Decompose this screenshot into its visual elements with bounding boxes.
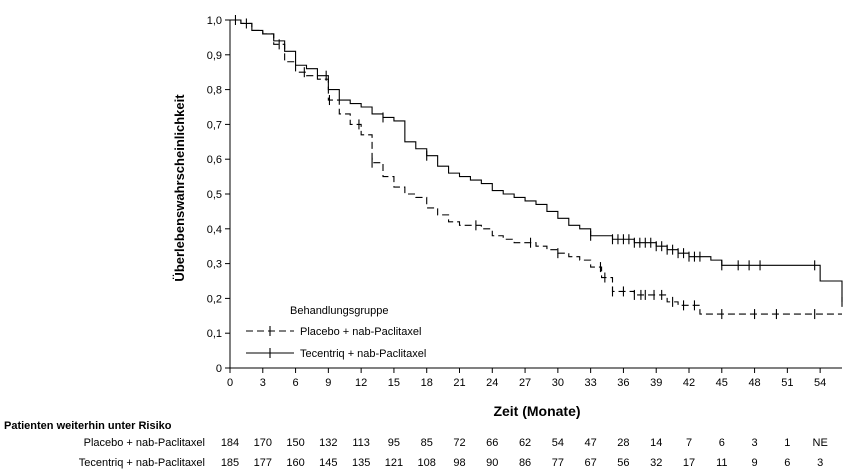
risk-value: 177 (254, 457, 272, 469)
risk-value: 135 (352, 457, 370, 469)
x-tick-label: 51 (781, 377, 793, 389)
axes: 00,10,20,30,40,50,60,70,80,91,00 3 6 9 12 15 1… (207, 15, 842, 389)
x-tick-label: 15 (388, 377, 400, 389)
x-tick-label: 42 (683, 377, 695, 389)
x-tick-label: 48 (748, 377, 760, 389)
risk-value: 77 (552, 457, 564, 469)
y-tick-label: 0,1 (207, 328, 222, 340)
risk-value: 86 (519, 457, 531, 469)
risk-table-header: Patienten weiterhin unter Risiko (4, 420, 172, 432)
x-tick-label: 0 (227, 377, 233, 389)
risk-value: 54 (552, 437, 564, 449)
x-tick-label: 54 (814, 377, 826, 389)
y-tick-label: 0,8 (207, 85, 222, 97)
risk-value: 150 (286, 437, 304, 449)
risk-value: 3 (752, 437, 758, 449)
x-tick-label: 9 (325, 377, 331, 389)
risk-value: 72 (453, 437, 465, 449)
y-tick-label: 0,7 (207, 119, 222, 131)
x-tick-label: 12 (355, 377, 367, 389)
x-axis-label: Zeit (Monate) (493, 403, 580, 419)
risk-value: 67 (585, 457, 597, 469)
y-tick-label: 0,3 (207, 259, 222, 271)
risk-row-label-placebo: Placebo + nab-Paclitaxel (84, 437, 205, 449)
y-tick-label: 0,5 (207, 189, 222, 201)
x-tick-label: 24 (486, 377, 498, 389)
risk-value: 66 (486, 437, 498, 449)
risk-value: 1 (784, 437, 790, 449)
series-line-0 (230, 19, 842, 315)
risk-value: 3 (817, 457, 823, 469)
x-tick-label: 18 (421, 377, 433, 389)
legend-label-placebo: Placebo + nab-Paclitaxel (300, 326, 421, 338)
y-tick-label: 0,4 (207, 224, 222, 236)
risk-table: Patienten weiterhin unter Risiko Placebo… (4, 420, 828, 469)
risk-value: 7 (686, 437, 692, 449)
risk-value: 6 (784, 457, 790, 469)
risk-value: 14 (650, 437, 662, 449)
risk-value: 160 (286, 457, 304, 469)
y-tick-label: 0,9 (207, 50, 222, 62)
risk-value: 62 (519, 437, 531, 449)
x-tick-label: 39 (650, 377, 662, 389)
risk-value: 47 (585, 437, 597, 449)
x-tick-label: 33 (585, 377, 597, 389)
risk-value: 11 (716, 457, 727, 469)
y-tick-label: 1,0 (207, 15, 222, 27)
risk-row-label-tecentriq: Tecentriq + nab-Paclitaxel (79, 457, 205, 469)
y-tick-label: 0 (216, 363, 222, 375)
legend: Behandlungsgruppe Placebo + nab-Paclitax… (246, 305, 426, 360)
x-tick-label: 30 (552, 377, 564, 389)
risk-value: 184 (221, 437, 239, 449)
x-tick-label: 6 (293, 377, 299, 389)
y-tick-label: 0,2 (207, 293, 222, 305)
risk-value: 28 (617, 437, 629, 449)
risk-value: 95 (388, 437, 400, 449)
risk-value: 132 (319, 437, 337, 449)
risk-value: 90 (486, 457, 498, 469)
x-tick-label: 21 (453, 377, 465, 389)
y-axis-label: Überlebenswahrscheinlichkeit (172, 94, 187, 282)
x-tick-label: 36 (617, 377, 629, 389)
legend-title: Behandlungsgruppe (290, 305, 388, 317)
risk-value: 113 (352, 437, 370, 449)
risk-value: 108 (418, 457, 436, 469)
risk-value: 56 (617, 457, 629, 469)
risk-value: 185 (221, 457, 239, 469)
risk-value: 9 (752, 457, 758, 469)
risk-value: 145 (319, 457, 337, 469)
x-tick-label: 3 (260, 377, 266, 389)
risk-value: 85 (421, 437, 433, 449)
risk-value: 121 (385, 457, 403, 469)
risk-value: 32 (650, 457, 662, 469)
risk-value: 17 (683, 457, 695, 469)
risk-value: 98 (453, 457, 465, 469)
y-tick-label: 0,6 (207, 154, 222, 166)
legend-label-tecentriq: Tecentriq + nab-Paclitaxel (300, 348, 426, 360)
risk-value: 170 (254, 437, 272, 449)
survival-curves (230, 15, 843, 320)
x-tick-label: 45 (716, 377, 728, 389)
series-line-1 (230, 19, 843, 302)
risk-value: 6 (719, 437, 725, 449)
risk-value: NE (813, 437, 828, 449)
x-tick-label: 27 (519, 377, 531, 389)
